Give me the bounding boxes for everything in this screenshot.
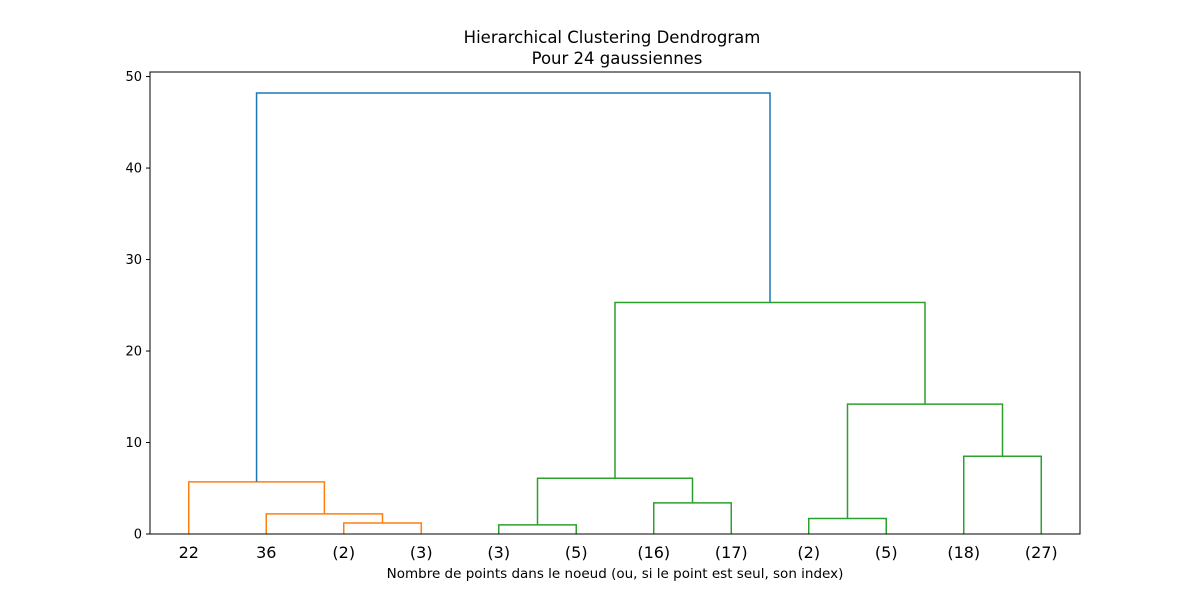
- leaf-label: (3): [487, 543, 510, 562]
- y-tick-label: 40: [125, 162, 142, 177]
- dendrogram-link: [188, 481, 326, 534]
- leaf-label: (2): [332, 543, 355, 562]
- chart-title: Hierarchical Clustering Dendrogram: [464, 28, 761, 47]
- leaf-label: (18): [947, 543, 980, 562]
- leaf-label: (5): [565, 543, 588, 562]
- leaf-label: (5): [875, 543, 898, 562]
- dendrogram-link: [963, 455, 1042, 534]
- x-axis: 22 36 (2) (3) (3) (5) (16) (17) (2) (5) (18) (27): [179, 543, 1058, 562]
- y-tick-label: 50: [125, 70, 142, 85]
- dendrogram-link: [255, 92, 771, 482]
- dendrogram-link: [846, 403, 1004, 519]
- leaf-label: (17): [715, 543, 748, 562]
- leaf-label: (16): [637, 543, 670, 562]
- leaf-label: (27): [1025, 543, 1058, 562]
- dendrogram-link: [265, 513, 384, 534]
- y-tick-label: 20: [125, 345, 142, 360]
- chart-subtitle: Pour 24 gaussiennes: [532, 49, 703, 68]
- dendrogram-link: [808, 517, 887, 534]
- dendrogram-links: [188, 92, 1042, 534]
- y-tick-label: 30: [125, 253, 142, 268]
- dendrogram-link: [653, 502, 732, 534]
- plot-frame: [149, 71, 1081, 535]
- leaf-label: 36: [256, 543, 276, 562]
- dendrogram-link: [614, 301, 926, 479]
- leaf-label: (3): [410, 543, 433, 562]
- y-tick-label: 0: [134, 528, 142, 543]
- y-tick-label: 10: [125, 436, 142, 451]
- dendrogram-link: [536, 477, 694, 525]
- dendrogram-link: [498, 524, 577, 534]
- y-axis: 0 10 20 30 40 50: [125, 70, 150, 543]
- leaf-label: (2): [797, 543, 820, 562]
- leaf-label: 22: [179, 543, 199, 562]
- dendrogram-link: [343, 522, 422, 534]
- x-axis-label: Nombre de points dans le noeud (ou, si l…: [387, 566, 844, 582]
